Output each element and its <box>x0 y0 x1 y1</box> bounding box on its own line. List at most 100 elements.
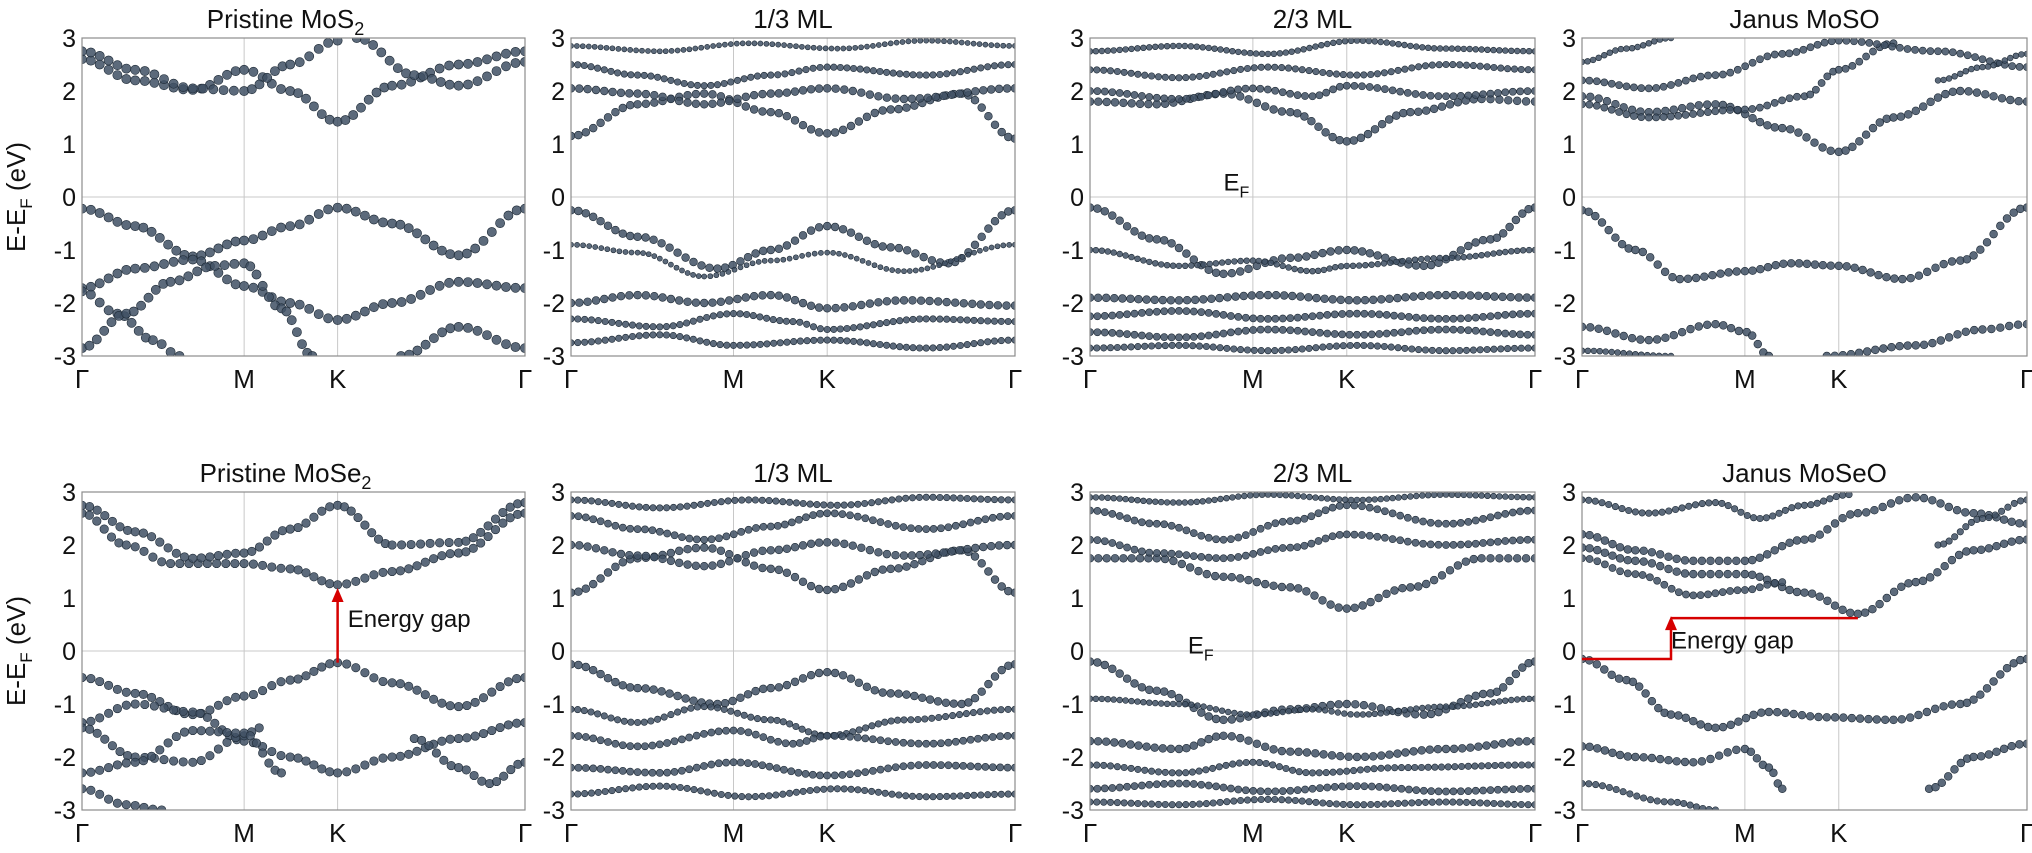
band-point <box>1449 744 1459 754</box>
band-point <box>943 494 951 502</box>
band-point <box>1412 326 1421 335</box>
band-point <box>1689 74 1698 83</box>
band-point <box>2014 96 2023 106</box>
band-point <box>470 731 480 741</box>
band-point <box>248 282 259 293</box>
band-point <box>121 758 131 768</box>
band-point <box>722 758 730 767</box>
band-point <box>614 716 622 724</box>
band-point <box>741 102 751 111</box>
band-point <box>1978 325 1987 334</box>
band-point <box>1904 579 1913 588</box>
band-point <box>100 734 110 744</box>
band-point <box>1449 347 1457 355</box>
band-point <box>1359 711 1367 718</box>
band-point <box>870 43 876 49</box>
band-point <box>618 767 627 775</box>
band-point <box>1486 513 1495 522</box>
band-point <box>1328 295 1337 304</box>
band-point <box>703 338 711 346</box>
band-point <box>1940 76 1947 84</box>
band-point <box>692 45 699 52</box>
band-point <box>1301 785 1309 794</box>
band-point <box>486 227 497 237</box>
band-point <box>1755 103 1764 112</box>
band-point <box>1291 65 1299 73</box>
band-point <box>1680 556 1690 565</box>
band-point <box>608 548 617 557</box>
band-point <box>1169 42 1177 50</box>
band-point <box>1360 71 1368 79</box>
band-point <box>1363 129 1373 139</box>
band-point <box>1360 341 1368 350</box>
y-axis-label: E-EF (eV) <box>1 596 36 706</box>
band-point <box>1101 737 1111 746</box>
x-tick-label: K <box>819 818 837 848</box>
band-point <box>1846 349 1856 356</box>
band-point <box>1689 556 1698 566</box>
y-tick-label: 3 <box>1562 479 1576 507</box>
band-point <box>714 759 723 768</box>
band-point <box>733 76 742 84</box>
band-point <box>1457 744 1467 753</box>
band-point <box>1524 344 1532 352</box>
band-point <box>956 316 964 324</box>
band-point <box>1414 107 1423 117</box>
band-point <box>285 221 296 231</box>
band-point <box>1969 508 1978 518</box>
band-point <box>1175 801 1183 809</box>
band-point <box>616 549 626 559</box>
band-point <box>1278 796 1286 804</box>
band-point <box>444 79 455 90</box>
band-point <box>1933 93 1943 102</box>
band-point <box>1122 222 1132 231</box>
band-point <box>1175 779 1183 788</box>
y-tick-label: 0 <box>62 184 76 212</box>
band-point <box>1478 492 1485 499</box>
band-point <box>656 782 664 790</box>
band-point <box>384 55 395 66</box>
band-point <box>856 338 864 346</box>
band-point <box>342 659 352 669</box>
band-point <box>1442 787 1450 796</box>
band-point <box>1312 494 1319 501</box>
band-point <box>899 738 908 747</box>
band-point <box>437 736 447 746</box>
band-point <box>673 691 682 701</box>
band-point <box>1093 761 1101 769</box>
band-point <box>1482 291 1491 301</box>
band-point <box>1397 312 1406 321</box>
band-point <box>876 320 884 328</box>
band-point <box>1264 50 1272 58</box>
band-point <box>1300 541 1309 550</box>
band-point <box>813 786 821 794</box>
band-point <box>1456 519 1465 527</box>
band-point <box>1897 582 1906 592</box>
band-point <box>1204 331 1213 340</box>
band-point <box>1734 326 1744 336</box>
y-tick-label: -1 <box>543 237 565 265</box>
band-point <box>1781 708 1790 718</box>
band-point <box>1513 696 1521 703</box>
band-point <box>1227 554 1235 562</box>
band-point <box>899 523 908 531</box>
band-point <box>1388 86 1397 95</box>
band-point <box>902 246 912 255</box>
band-point <box>1204 91 1213 100</box>
band-point <box>822 129 832 138</box>
band-point <box>1926 97 1935 107</box>
band-point <box>1962 547 1971 556</box>
band-point <box>1513 247 1521 255</box>
band-point <box>1409 747 1418 756</box>
band-point <box>1490 46 1497 54</box>
band-point <box>863 339 871 347</box>
band-point <box>1458 762 1466 771</box>
band-point <box>751 793 759 801</box>
band-point <box>285 752 295 762</box>
band-point <box>1531 66 1535 74</box>
band-point <box>830 128 840 137</box>
band-layer <box>571 493 1015 801</box>
band-point <box>1189 800 1197 808</box>
band-point <box>196 726 206 736</box>
